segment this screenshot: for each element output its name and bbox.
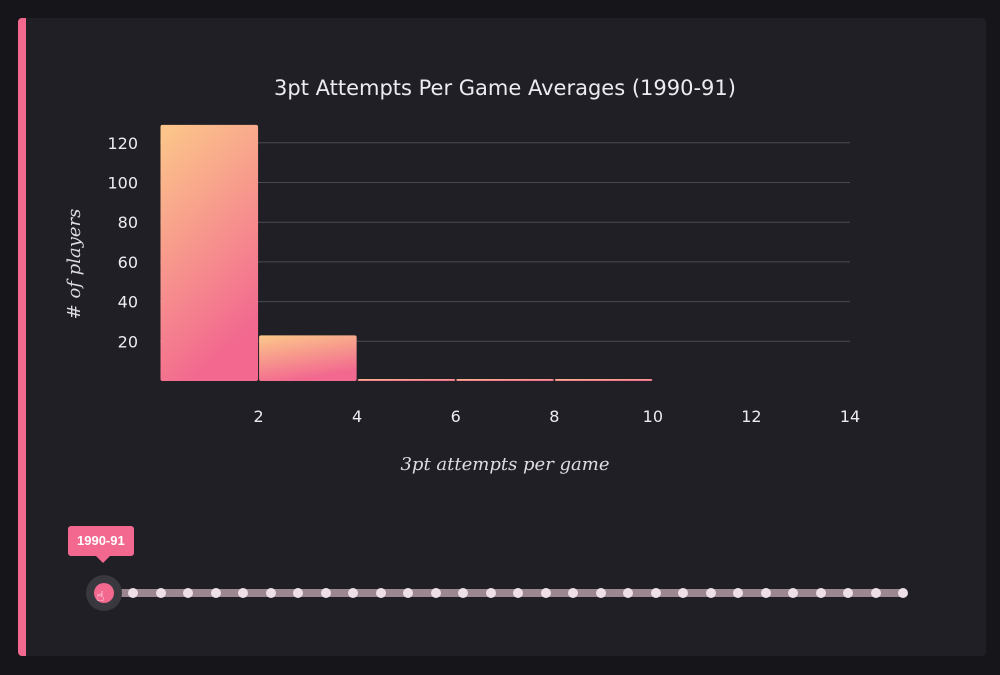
x-tick-label: 8 [549, 407, 559, 426]
slider-stop[interactable] [293, 588, 304, 598]
slider-stop[interactable] [623, 588, 634, 598]
slider-stop[interactable] [210, 588, 221, 598]
slider-track[interactable] [100, 589, 906, 597]
slider-stop[interactable] [458, 588, 469, 598]
slider-stop[interactable] [870, 588, 881, 598]
bars [160, 124, 653, 381]
y-tick-label: 60 [118, 253, 138, 272]
slider-stop[interactable] [183, 588, 194, 598]
slider-stop[interactable] [430, 588, 441, 598]
season-tooltip: 1990-91 [68, 526, 134, 563]
slider-stop[interactable] [265, 588, 276, 598]
slider-stop[interactable] [898, 588, 908, 598]
slider-stop[interactable] [348, 588, 359, 598]
hand-pointer-icon: ☝ [96, 589, 105, 605]
slider-stop[interactable] [238, 588, 249, 598]
x-axis-label: 3pt attempts per game [400, 454, 609, 475]
slider-stop[interactable] [788, 588, 799, 598]
slider-stop[interactable] [513, 588, 524, 598]
slider-stop[interactable] [733, 588, 744, 598]
slider-stop[interactable] [705, 588, 716, 598]
histogram-bar[interactable] [357, 379, 456, 381]
histogram-bar[interactable] [554, 379, 653, 381]
slider-stop[interactable] [128, 588, 139, 598]
x-tick-label: 12 [741, 407, 761, 426]
y-tick-label: 80 [118, 213, 138, 232]
slider-stop[interactable] [815, 588, 826, 598]
slider-stop[interactable] [760, 588, 771, 598]
chart-title: 3pt Attempts Per Game Averages (1990-91) [274, 76, 736, 100]
slider-stop[interactable] [650, 588, 661, 598]
histogram-bar[interactable] [259, 335, 357, 381]
accent-bar [18, 18, 26, 656]
slider-stop[interactable] [375, 588, 386, 598]
y-axis-ticks: 20 40 60 80 100 120 [107, 134, 138, 351]
slider-stop[interactable] [568, 588, 579, 598]
slider-stop[interactable] [320, 588, 331, 598]
y-tick-label: 40 [118, 293, 138, 312]
histogram-bar[interactable] [160, 124, 259, 381]
x-tick-label: 2 [253, 407, 263, 426]
y-tick-label: 120 [107, 134, 138, 153]
x-tick-label: 4 [352, 407, 362, 426]
slider-stop[interactable] [155, 588, 166, 598]
slider-stop[interactable] [485, 588, 496, 598]
x-tick-label: 10 [643, 407, 663, 426]
y-tick-label: 20 [118, 332, 138, 351]
x-tick-label: 14 [840, 407, 860, 426]
x-axis-ticks: 2 4 6 8 10 12 14 [253, 407, 860, 426]
y-axis-label: # of players [64, 209, 85, 320]
grid-lines [160, 142, 850, 342]
slider-stop[interactable] [595, 588, 606, 598]
slider-stop[interactable] [540, 588, 551, 598]
slider-handle[interactable] [94, 583, 114, 603]
y-tick-label: 100 [107, 174, 138, 193]
x-tick-label: 6 [451, 407, 461, 426]
slider-stop[interactable] [678, 588, 689, 598]
slider-stop[interactable] [403, 588, 414, 598]
histogram-bar[interactable] [456, 379, 554, 381]
slider-stop[interactable] [843, 588, 854, 598]
